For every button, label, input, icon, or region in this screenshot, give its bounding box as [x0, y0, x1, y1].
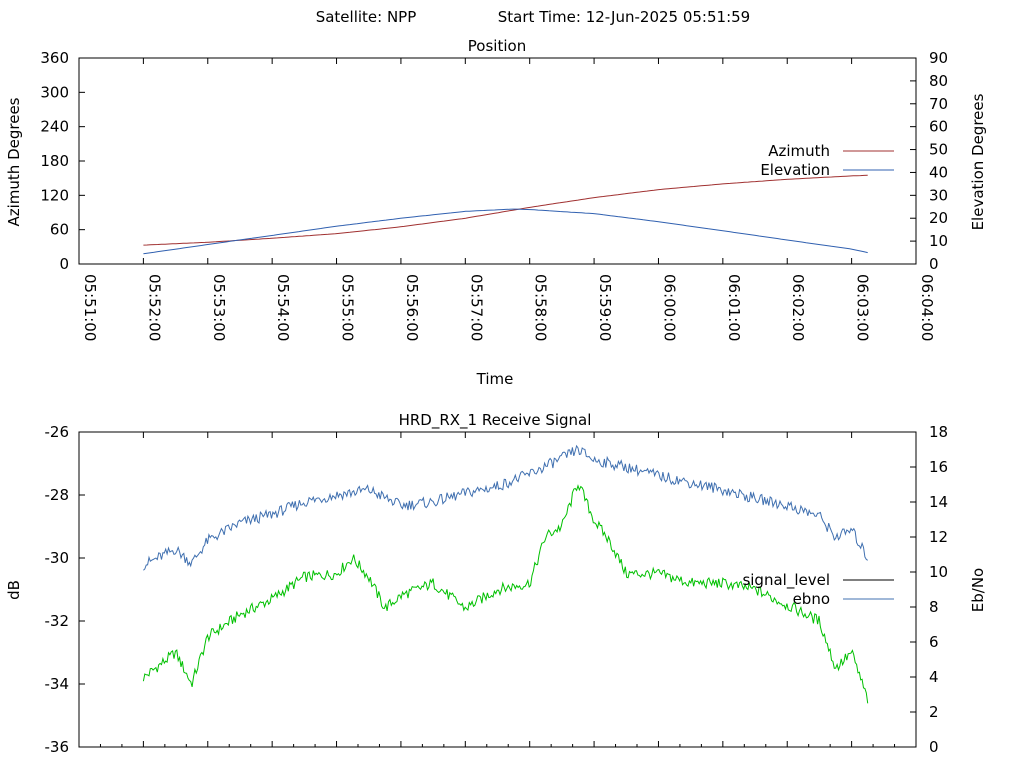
- position-y2-tick-label: 60: [929, 118, 948, 136]
- position-y-axis-label: Azimuth Degrees: [5, 97, 23, 226]
- position-y-tick-label: 360: [40, 49, 69, 67]
- signal-y2-tick-label: 16: [929, 458, 948, 476]
- header-start-time: Start Time: 12-Jun-2025 05:51:59: [498, 8, 750, 26]
- position-x-tick-label: 05:56:00: [403, 274, 421, 341]
- signal-y2-tick-label: 2: [929, 703, 939, 721]
- position-y2-tick-label: 70: [929, 95, 948, 113]
- position-y2-tick-label: 20: [929, 209, 948, 227]
- position-x-tick-label: 06:03:00: [854, 274, 872, 341]
- position-legend-label: Elevation: [760, 161, 830, 179]
- position-y2-tick-label: 30: [929, 186, 948, 204]
- position-x-tick-label: 06:04:00: [918, 274, 936, 341]
- signal-y-tick-label: -28: [45, 486, 70, 504]
- signal-y-tick-label: -26: [45, 423, 70, 441]
- signal-y2-tick-label: 4: [929, 668, 939, 686]
- signal-y-tick-label: -36: [45, 738, 70, 756]
- signal-chart-title: HRD_RX_1 Receive Signal: [399, 411, 592, 430]
- signal-series-signal-level: [142, 484, 869, 704]
- signal-y-tick-label: -30: [45, 549, 70, 567]
- signal-y-tick-label: -32: [45, 612, 70, 630]
- position-y2-axis-label: Elevation Degrees: [969, 93, 987, 230]
- signal-legend-label: signal_level: [742, 571, 830, 590]
- header-satellite: Satellite: NPP: [316, 8, 417, 26]
- position-y-tick-label: 240: [40, 118, 69, 136]
- signal-legend-label: ebno: [793, 590, 830, 608]
- position-y2-tick-label: 0: [929, 255, 939, 273]
- signal-y2-tick-label: 10: [929, 563, 948, 581]
- position-y2-tick-label: 40: [929, 163, 948, 181]
- signal-y2-tick-label: 12: [929, 528, 948, 546]
- position-series-azimuth: [143, 174, 868, 246]
- signal-y-tick-label: -34: [45, 675, 70, 693]
- signal-plot-frame: [78, 431, 917, 748]
- position-x-axis-label: Time: [476, 370, 514, 388]
- signal-y2-tick-label: 14: [929, 493, 948, 511]
- signal-y-axis-label: dB: [5, 580, 23, 600]
- signal-series-ebno: [143, 444, 868, 571]
- signal-y2-axis-label: Eb/No: [969, 568, 987, 612]
- position-chart-title: Position: [468, 37, 526, 55]
- position-y-tick-label: 180: [40, 152, 69, 170]
- position-x-tick-label: 06:02:00: [789, 274, 807, 341]
- position-x-tick-label: 05:58:00: [532, 274, 550, 341]
- signal-chart: HRD_RX_1 Receive Signal dB Eb/No -36 -34 -…: [5, 411, 987, 756]
- position-x-tick-label: 06:00:00: [660, 274, 678, 341]
- position-chart: Position Time Azimuth Degrees Elevation …: [5, 37, 987, 388]
- position-y2-tick-label: 90: [929, 49, 948, 67]
- page-header: Satellite: NPP Start Time: 12-Jun-2025 0…: [316, 8, 751, 26]
- position-x-tick-label: 05:54:00: [274, 274, 292, 341]
- position-legend-label: Azimuth: [768, 142, 830, 160]
- position-x-tick-label: 06:01:00: [725, 274, 743, 341]
- position-series-elevation: [143, 208, 868, 255]
- position-x-tick-label: 05:55:00: [339, 274, 357, 341]
- position-y2-tick-label: 80: [929, 72, 948, 90]
- position-y2-tick-label: 10: [929, 232, 948, 250]
- position-y-tick-label: 300: [40, 83, 69, 101]
- signal-y2-tick-label: 8: [929, 598, 939, 616]
- position-x-tick-label: 05:59:00: [596, 274, 614, 341]
- position-x-tick-label: 05:53:00: [210, 274, 228, 341]
- position-x-tick-label: 05:51:00: [81, 274, 99, 341]
- signal-y2-tick-label: 18: [929, 423, 948, 441]
- position-x-tick-label: 05:52:00: [145, 274, 163, 341]
- position-y-tick-label: 0: [59, 255, 69, 273]
- position-y2-tick-label: 50: [929, 141, 948, 159]
- signal-y2-tick-label: 6: [929, 633, 939, 651]
- position-y-tick-label: 60: [50, 221, 69, 239]
- position-x-tick-label: 05:57:00: [467, 274, 485, 341]
- position-y-tick-label: 120: [40, 186, 69, 204]
- signal-y2-tick-label: 0: [929, 738, 939, 756]
